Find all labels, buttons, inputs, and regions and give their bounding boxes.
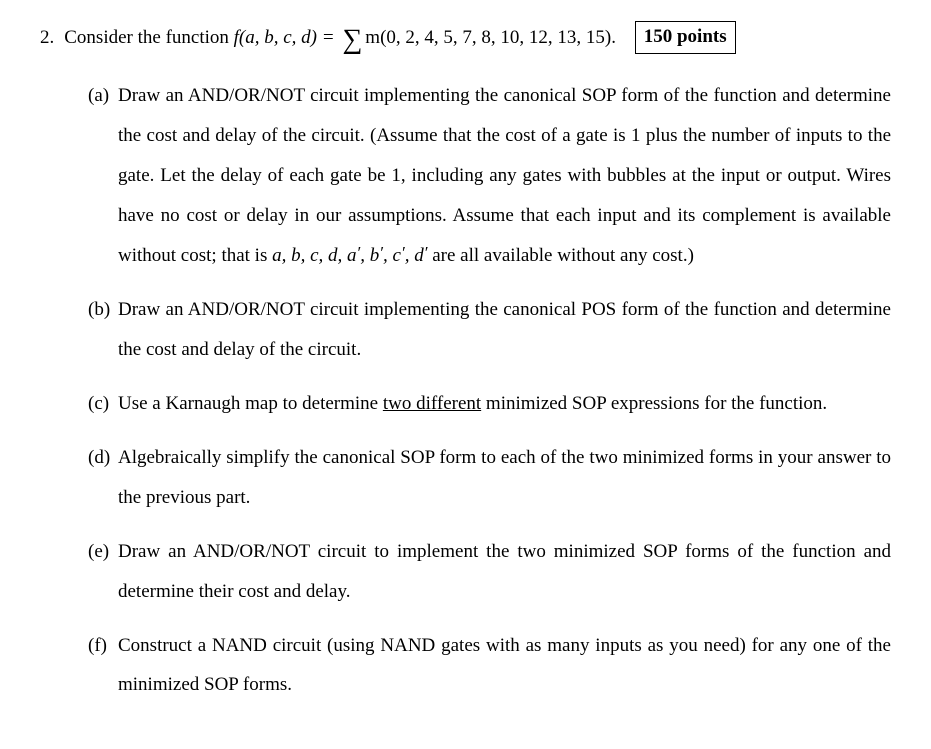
part-c-suffix: minimized SOP expressions for the functi…	[481, 393, 827, 414]
part-a-vars: a, b, c, d, a′, b′, c′, d′	[272, 245, 427, 266]
function-lhs: f(a, b, c, d) =	[234, 27, 340, 48]
function-rhs: m(0, 2, 4, 5, 7, 8, 10, 12, 13, 15).	[365, 27, 616, 48]
subpart-label-c: (c)	[88, 384, 118, 424]
part-a-prefix: Draw an AND/OR/NOT circuit implementing …	[118, 85, 891, 267]
subpart-body-f: Construct a NAND circuit (using NAND gat…	[118, 626, 891, 706]
subpart-body-b: Draw an AND/OR/NOT circuit implementing …	[118, 290, 891, 370]
subpart-a: (a) Draw an AND/OR/NOT circuit implement…	[88, 76, 891, 276]
subpart-body-e: Draw an AND/OR/NOT circuit to implement …	[118, 532, 891, 612]
problem-header: 2. Consider the function f(a, b, c, d) =…	[40, 18, 891, 58]
intro-text: Consider the function	[64, 27, 233, 48]
subparts-list: (a) Draw an AND/OR/NOT circuit implement…	[88, 76, 891, 705]
subpart-c: (c) Use a Karnaugh map to determine two …	[88, 384, 891, 424]
problem-statement: Consider the function f(a, b, c, d) = ∑m…	[64, 18, 735, 58]
subpart-label-a: (a)	[88, 76, 118, 276]
subpart-body-a: Draw an AND/OR/NOT circuit implementing …	[118, 76, 891, 276]
subpart-body-c: Use a Karnaugh map to determine two diff…	[118, 384, 891, 424]
subpart-body-d: Algebraically simplify the canonical SOP…	[118, 438, 891, 518]
part-c-prefix: Use a Karnaugh map to determine	[118, 393, 383, 414]
part-a-suffix: are all available without any cost.)	[427, 245, 693, 266]
subpart-label-d: (d)	[88, 438, 118, 518]
subpart-f: (f) Construct a NAND circuit (using NAND…	[88, 626, 891, 706]
subpart-label-f: (f)	[88, 626, 118, 706]
subpart-b: (b) Draw an AND/OR/NOT circuit implement…	[88, 290, 891, 370]
subpart-label-e: (e)	[88, 532, 118, 612]
part-c-underlined: two different	[383, 393, 481, 414]
points-box: 150 points	[635, 21, 736, 54]
subpart-label-b: (b)	[88, 290, 118, 370]
subpart-e: (e) Draw an AND/OR/NOT circuit to implem…	[88, 532, 891, 612]
problem-number: 2.	[40, 18, 54, 58]
subpart-d: (d) Algebraically simplify the canonical…	[88, 438, 891, 518]
